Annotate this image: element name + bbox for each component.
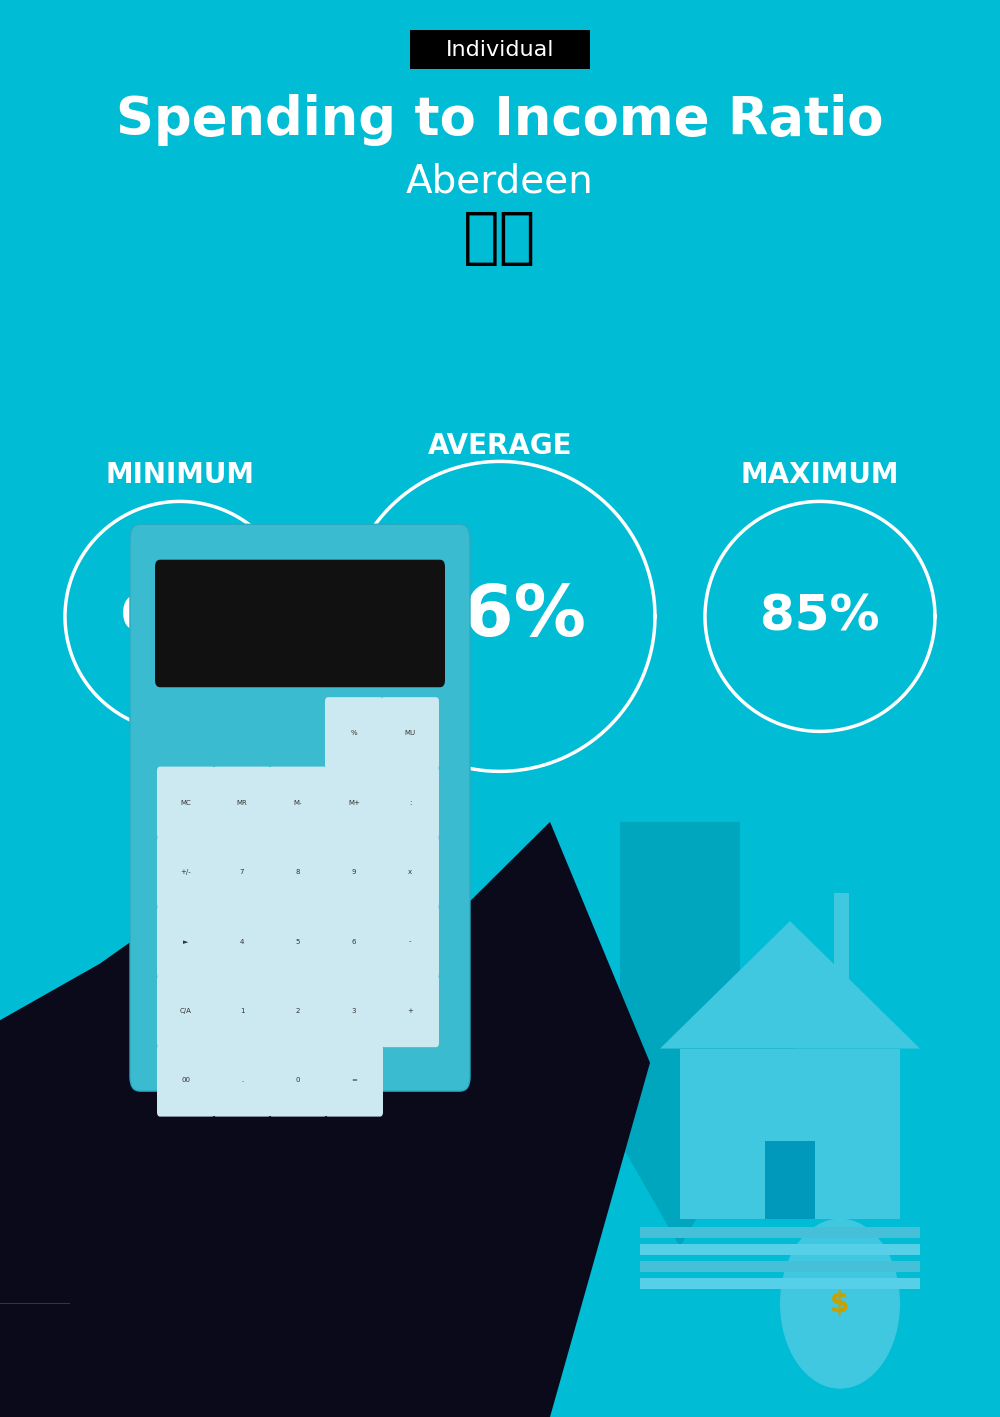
Polygon shape — [0, 1275, 320, 1417]
Text: 7: 7 — [240, 869, 244, 876]
FancyBboxPatch shape — [269, 1044, 327, 1117]
FancyBboxPatch shape — [381, 836, 439, 908]
Text: 00: 00 — [182, 1077, 190, 1084]
FancyBboxPatch shape — [213, 1044, 271, 1117]
Text: =: = — [351, 1077, 357, 1084]
Text: C/A: C/A — [180, 1007, 192, 1015]
FancyBboxPatch shape — [130, 524, 470, 1091]
Text: MINIMUM: MINIMUM — [106, 461, 254, 489]
Polygon shape — [680, 1049, 900, 1219]
FancyBboxPatch shape — [381, 697, 439, 769]
Polygon shape — [320, 879, 520, 1190]
Text: 3: 3 — [352, 1007, 356, 1015]
Text: 🇬🇧: 🇬🇧 — [463, 208, 537, 268]
FancyBboxPatch shape — [325, 975, 383, 1047]
FancyBboxPatch shape — [325, 767, 383, 839]
Polygon shape — [550, 822, 810, 1247]
Polygon shape — [50, 822, 650, 1417]
FancyBboxPatch shape — [155, 560, 445, 687]
Text: 6: 6 — [352, 938, 356, 945]
FancyBboxPatch shape — [269, 975, 327, 1047]
FancyBboxPatch shape — [381, 767, 439, 839]
FancyBboxPatch shape — [213, 905, 271, 978]
Text: 2: 2 — [296, 1007, 300, 1015]
Text: MU: MU — [404, 730, 416, 737]
Text: 5: 5 — [296, 938, 300, 945]
Text: x: x — [408, 869, 412, 876]
Text: 1: 1 — [240, 1007, 244, 1015]
FancyBboxPatch shape — [325, 1044, 383, 1117]
FancyBboxPatch shape — [325, 836, 383, 908]
FancyBboxPatch shape — [269, 905, 327, 978]
Circle shape — [780, 1219, 900, 1389]
Text: $: $ — [830, 1289, 850, 1318]
Polygon shape — [640, 1244, 920, 1255]
FancyBboxPatch shape — [381, 905, 439, 978]
Text: +/-: +/- — [181, 869, 191, 876]
Text: :: : — [409, 799, 411, 806]
FancyBboxPatch shape — [410, 30, 590, 69]
Text: 8: 8 — [296, 869, 300, 876]
Text: Spending to Income Ratio: Spending to Income Ratio — [116, 95, 884, 146]
Polygon shape — [640, 1278, 920, 1289]
FancyBboxPatch shape — [157, 767, 215, 839]
Polygon shape — [0, 1247, 280, 1304]
Text: MC: MC — [181, 799, 191, 806]
Polygon shape — [640, 1227, 920, 1238]
FancyBboxPatch shape — [157, 1044, 215, 1117]
Text: +: + — [407, 1007, 413, 1015]
Text: AVERAGE: AVERAGE — [428, 432, 572, 461]
Text: M-: M- — [294, 799, 302, 806]
Text: .: . — [241, 1077, 243, 1084]
Text: Individual: Individual — [446, 40, 554, 60]
Text: M+: M+ — [348, 799, 360, 806]
Polygon shape — [660, 921, 920, 1049]
FancyBboxPatch shape — [269, 767, 327, 839]
FancyBboxPatch shape — [325, 697, 383, 769]
Text: ►: ► — [183, 938, 189, 945]
FancyBboxPatch shape — [213, 975, 271, 1047]
Text: %: % — [351, 730, 357, 737]
Text: -: - — [409, 938, 411, 945]
Text: 76%: 76% — [414, 582, 586, 650]
FancyBboxPatch shape — [157, 975, 215, 1047]
FancyBboxPatch shape — [213, 767, 271, 839]
FancyBboxPatch shape — [269, 836, 327, 908]
FancyBboxPatch shape — [157, 905, 215, 978]
Text: 4: 4 — [240, 938, 244, 945]
FancyBboxPatch shape — [325, 905, 383, 978]
Text: Aberdeen: Aberdeen — [406, 163, 594, 200]
FancyBboxPatch shape — [381, 975, 439, 1047]
Text: MAXIMUM: MAXIMUM — [741, 461, 899, 489]
Polygon shape — [834, 893, 849, 992]
Text: 85%: 85% — [760, 592, 880, 640]
Text: 9: 9 — [352, 869, 356, 876]
Polygon shape — [0, 822, 420, 1304]
Text: 67%: 67% — [120, 592, 240, 640]
Polygon shape — [765, 1141, 815, 1219]
Text: 0: 0 — [296, 1077, 300, 1084]
FancyBboxPatch shape — [213, 836, 271, 908]
Text: MR: MR — [237, 799, 247, 806]
Polygon shape — [640, 1261, 920, 1272]
FancyBboxPatch shape — [157, 836, 215, 908]
